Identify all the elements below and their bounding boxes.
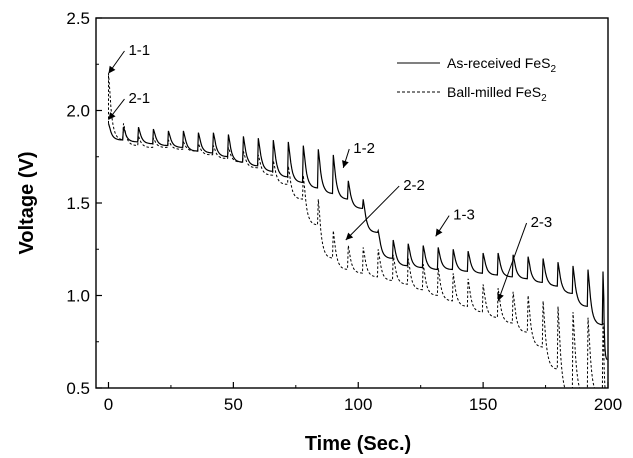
x-tick-label: 200 bbox=[594, 395, 622, 414]
y-axis-title: Voltage (V) bbox=[16, 152, 38, 255]
x-tick-label: 0 bbox=[104, 395, 113, 414]
series-line-as-received bbox=[107, 123, 608, 361]
y-tick-label: 1.5 bbox=[66, 194, 90, 213]
x-axis-title: Time (Sec.) bbox=[305, 433, 411, 455]
annotation-label: 1-1 bbox=[128, 42, 150, 59]
series-line-ball-milled bbox=[108, 73, 606, 388]
annotation-label: 2-1 bbox=[128, 90, 150, 107]
legend-label-as-received-sub: 2 bbox=[550, 64, 556, 75]
annotation-arrowhead bbox=[497, 293, 504, 302]
annotation-label: 1-3 bbox=[453, 207, 475, 224]
y-tick-label: 0.5 bbox=[66, 379, 90, 398]
x-tick-label: 100 bbox=[344, 395, 372, 414]
x-tick-label: 150 bbox=[469, 395, 497, 414]
annotation-arrowhead bbox=[108, 112, 116, 120]
plot-content bbox=[107, 73, 608, 388]
plot-frame bbox=[95, 17, 609, 389]
annotation-arrowhead bbox=[108, 65, 116, 74]
annotation-label: 2-2 bbox=[403, 177, 425, 194]
annotation-arrowhead bbox=[435, 228, 443, 237]
legend-label-ball-milled-sub: 2 bbox=[541, 93, 547, 104]
annotation-arrow bbox=[345, 185, 400, 241]
legend-label-ball-milled: Ball-milled FeS2 bbox=[447, 84, 547, 104]
y-tick-label: 2.5 bbox=[66, 9, 90, 28]
y-tick-label: 1.0 bbox=[66, 287, 90, 306]
axis-ticks: 0 50 100 150 200 0.5 1.0 1.5 2.0 2.5 bbox=[66, 9, 622, 414]
annotation-label: 2-3 bbox=[531, 214, 553, 231]
annotation-arrow bbox=[497, 222, 528, 302]
annotation-arrowhead bbox=[342, 160, 349, 168]
annotation-label: 1-2 bbox=[353, 140, 375, 157]
legend: As-received FeS2 Ball-milled FeS2 bbox=[397, 55, 556, 104]
y-tick-label: 2.0 bbox=[66, 102, 90, 121]
legend-label-ball-milled-base: Ball-milled FeS bbox=[447, 84, 541, 100]
legend-label-as-received: As-received FeS2 bbox=[447, 55, 556, 75]
annotations: 1-1 2-1 1-2 2-2 1-3 2-3 bbox=[108, 42, 553, 302]
annotation-arrowhead bbox=[345, 232, 354, 240]
x-tick-label: 50 bbox=[224, 395, 243, 414]
legend-label-as-received-base: As-received FeS bbox=[447, 55, 550, 71]
